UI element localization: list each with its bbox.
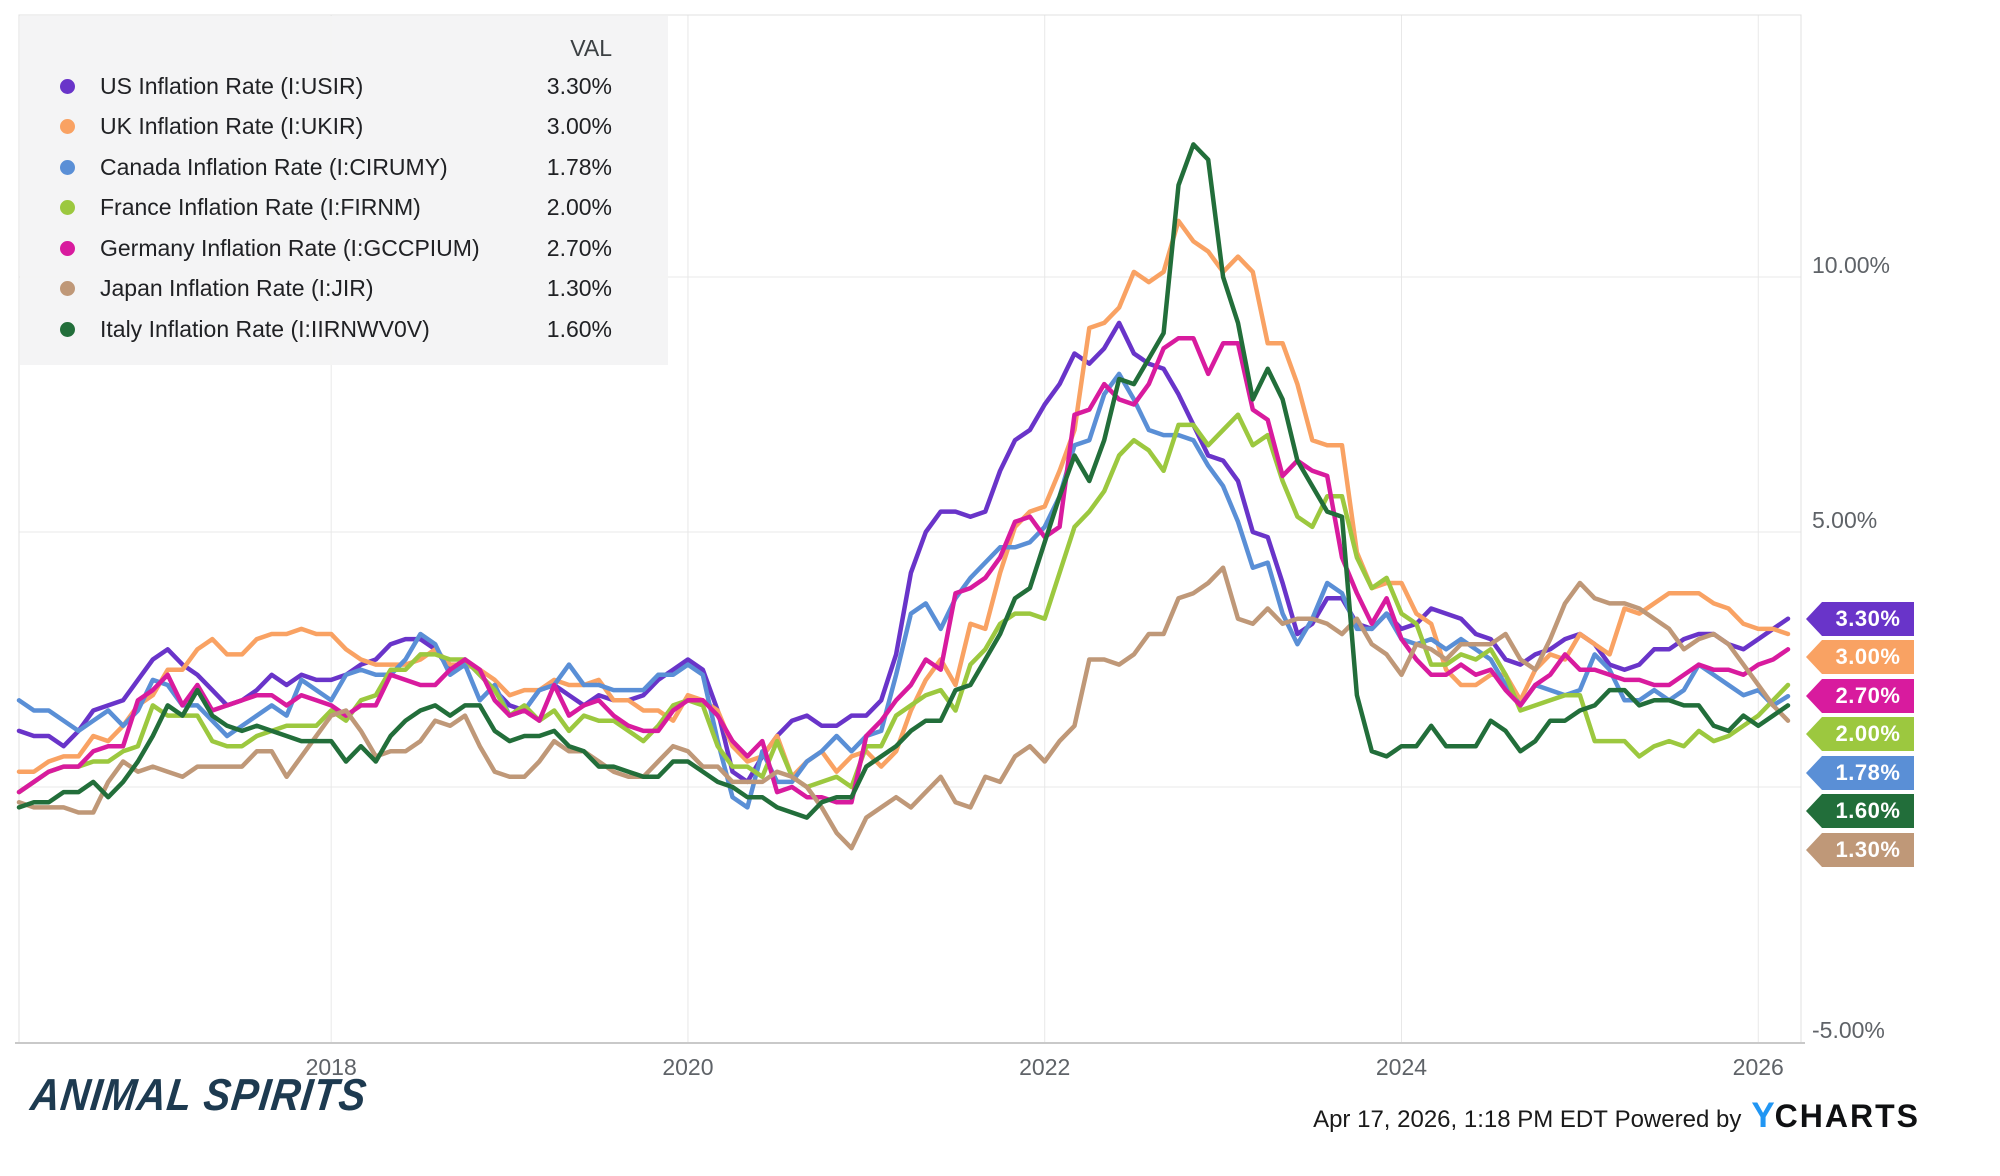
- legend-series-value: 3.00%: [546, 113, 612, 140]
- y-axis-label--5.00%: -5.00%: [1812, 1017, 1885, 1043]
- legend-color-dot: [60, 200, 75, 216]
- legend-series-label: Japan Inflation Rate (I:JIR): [100, 275, 374, 302]
- legend-color-dot: [60, 240, 75, 256]
- tag-arrow-icon: [1806, 678, 1822, 713]
- tag-value-text: 3.00%: [1822, 640, 1914, 675]
- series-line-i-firnm: [16, 412, 1791, 795]
- legend-series-value: 1.60%: [546, 315, 612, 342]
- legend-series-label: US Inflation Rate (I:USIR): [100, 72, 364, 99]
- series-line-i-iirnwv0v: [16, 142, 1791, 820]
- tag-value-text: 1.30%: [1822, 832, 1914, 867]
- animal-spirits-logo: ANIMAL SPIRITS: [28, 1070, 370, 1120]
- tag-value-text: 2.70%: [1822, 678, 1914, 713]
- legend-series-value: 2.00%: [546, 194, 612, 221]
- legend-row: Japan Inflation Rate (I:JIR) 1.30%: [20, 269, 668, 310]
- tag-value-text: 3.30%: [1822, 601, 1914, 636]
- tag-arrow-icon: [1806, 755, 1822, 790]
- series-value-tag: 3.00%: [1806, 640, 1914, 675]
- legend-val-header: VAL: [570, 34, 612, 61]
- ycharts-logo-text: CHARTS: [1774, 1098, 1920, 1134]
- legend-series-value: 1.30%: [546, 275, 612, 302]
- series-line-i-cirumy: [16, 371, 1791, 810]
- legend-series-value: 2.70%: [546, 234, 612, 261]
- legend-series-label: Italy Inflation Rate (I:IIRNWV0V): [100, 315, 430, 342]
- footer-attribution: Apr 17, 2026, 1:18 PM EDT Powered by Y CH…: [1313, 1096, 1920, 1136]
- legend-series-label: Germany Inflation Rate (I:GCCPIUM): [100, 234, 480, 261]
- tag-value-text: 1.78%: [1822, 755, 1914, 790]
- series-value-tag: 2.70%: [1806, 678, 1914, 713]
- tag-arrow-icon: [1806, 601, 1822, 636]
- tag-arrow-icon: [1806, 832, 1822, 867]
- legend-series-value: 1.78%: [546, 153, 612, 180]
- powered-by-label: Powered by: [1607, 1106, 1742, 1133]
- series-value-tag: 1.60%: [1806, 794, 1914, 829]
- x-axis-label-2018: 2018: [305, 1054, 357, 1080]
- tag-arrow-icon: [1806, 640, 1822, 675]
- chart-timestamp: Apr 17, 2026, 1:18 PM EDT: [1313, 1106, 1608, 1133]
- tag-value-text: 2.00%: [1822, 717, 1914, 752]
- y-axis-label-5.00%: 5.00%: [1812, 507, 1878, 533]
- tag-arrow-icon: [1806, 717, 1822, 752]
- tag-arrow-icon: [1806, 794, 1822, 829]
- series-value-tag: 1.78%: [1806, 755, 1914, 790]
- y-axis-label-10.00%: 10.00%: [1812, 252, 1891, 278]
- x-axis-label-2022: 2022: [1019, 1054, 1071, 1080]
- legend-color-dot: [60, 159, 75, 175]
- legend-row: Canada Inflation Rate (I:CIRUMY) 1.78%: [20, 147, 668, 188]
- legend-color-dot: [60, 321, 75, 337]
- legend-series-label: Canada Inflation Rate (I:CIRUMY): [100, 153, 448, 180]
- legend-color-dot: [60, 119, 75, 135]
- legend-color-dot: [60, 281, 75, 297]
- legend-panel: VAL US Inflation Rate (I:USIR) 3.30% UK In…: [20, 16, 668, 365]
- series-value-tag: 3.30%: [1806, 601, 1914, 636]
- tag-value-text: 1.60%: [1822, 794, 1914, 829]
- ycharts-logo-y: Y: [1751, 1096, 1775, 1135]
- legend-row: UK Inflation Rate (I:UKIR) 3.00%: [20, 107, 668, 148]
- legend-series-label: France Inflation Rate (I:FIRNM): [100, 194, 421, 221]
- legend-row: US Inflation Rate (I:USIR) 3.30%: [20, 66, 668, 107]
- legend-row: France Inflation Rate (I:FIRNM) 2.00%: [20, 188, 668, 229]
- series-line-i-gccpium: [16, 335, 1791, 805]
- legend-series-value: 3.30%: [546, 72, 612, 99]
- legend-series-label: UK Inflation Rate (I:UKIR): [100, 113, 364, 140]
- legend-color-dot: [60, 78, 75, 94]
- x-axis-label-2024: 2024: [1375, 1054, 1428, 1080]
- series-value-tag: 1.30%: [1806, 832, 1914, 867]
- legend-rows: US Inflation Rate (I:USIR) 3.30% UK Inflat…: [20, 66, 668, 350]
- legend-row: Italy Inflation Rate (I:IIRNWV0V) 1.60%: [20, 309, 668, 350]
- legend-row: Germany Inflation Rate (I:GCCPIUM) 2.70%: [20, 228, 668, 269]
- x-axis-label-2026: 2026: [1732, 1054, 1784, 1080]
- x-axis-label-2020: 2020: [662, 1054, 714, 1080]
- series-value-tag: 2.00%: [1806, 717, 1914, 752]
